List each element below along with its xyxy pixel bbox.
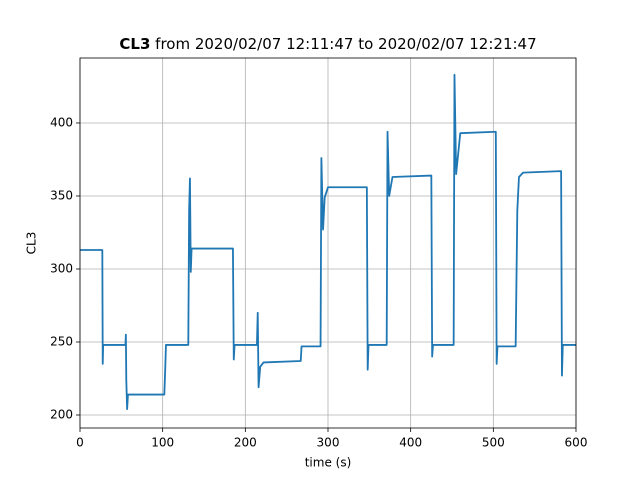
x-tick-label: 500 xyxy=(482,436,505,450)
x-tick-label: 100 xyxy=(151,436,174,450)
y-tick-label: 350 xyxy=(50,188,73,202)
chart-title: CL3 from 2020/02/07 12:11:47 to 2020/02/… xyxy=(119,35,536,53)
title-bold: CL3 xyxy=(119,35,150,53)
x-tick-label: 600 xyxy=(565,436,588,450)
x-tick-label: 300 xyxy=(317,436,340,450)
y-tick-label: 300 xyxy=(50,261,73,275)
x-axis-label: time (s) xyxy=(305,456,352,470)
y-tick-label: 400 xyxy=(50,115,73,129)
y-axis-label: CL3 xyxy=(25,232,39,255)
x-tick-label: 200 xyxy=(234,436,257,450)
y-tick-label: 200 xyxy=(50,408,73,422)
plot-frame xyxy=(79,57,577,429)
y-tick-label: 250 xyxy=(50,334,73,348)
x-tick-label: 400 xyxy=(399,436,422,450)
x-tick-label: 0 xyxy=(76,436,84,450)
data-line xyxy=(80,73,576,411)
title-text: from 2020/02/07 12:11:47 to 2020/02/07 1… xyxy=(155,35,536,53)
